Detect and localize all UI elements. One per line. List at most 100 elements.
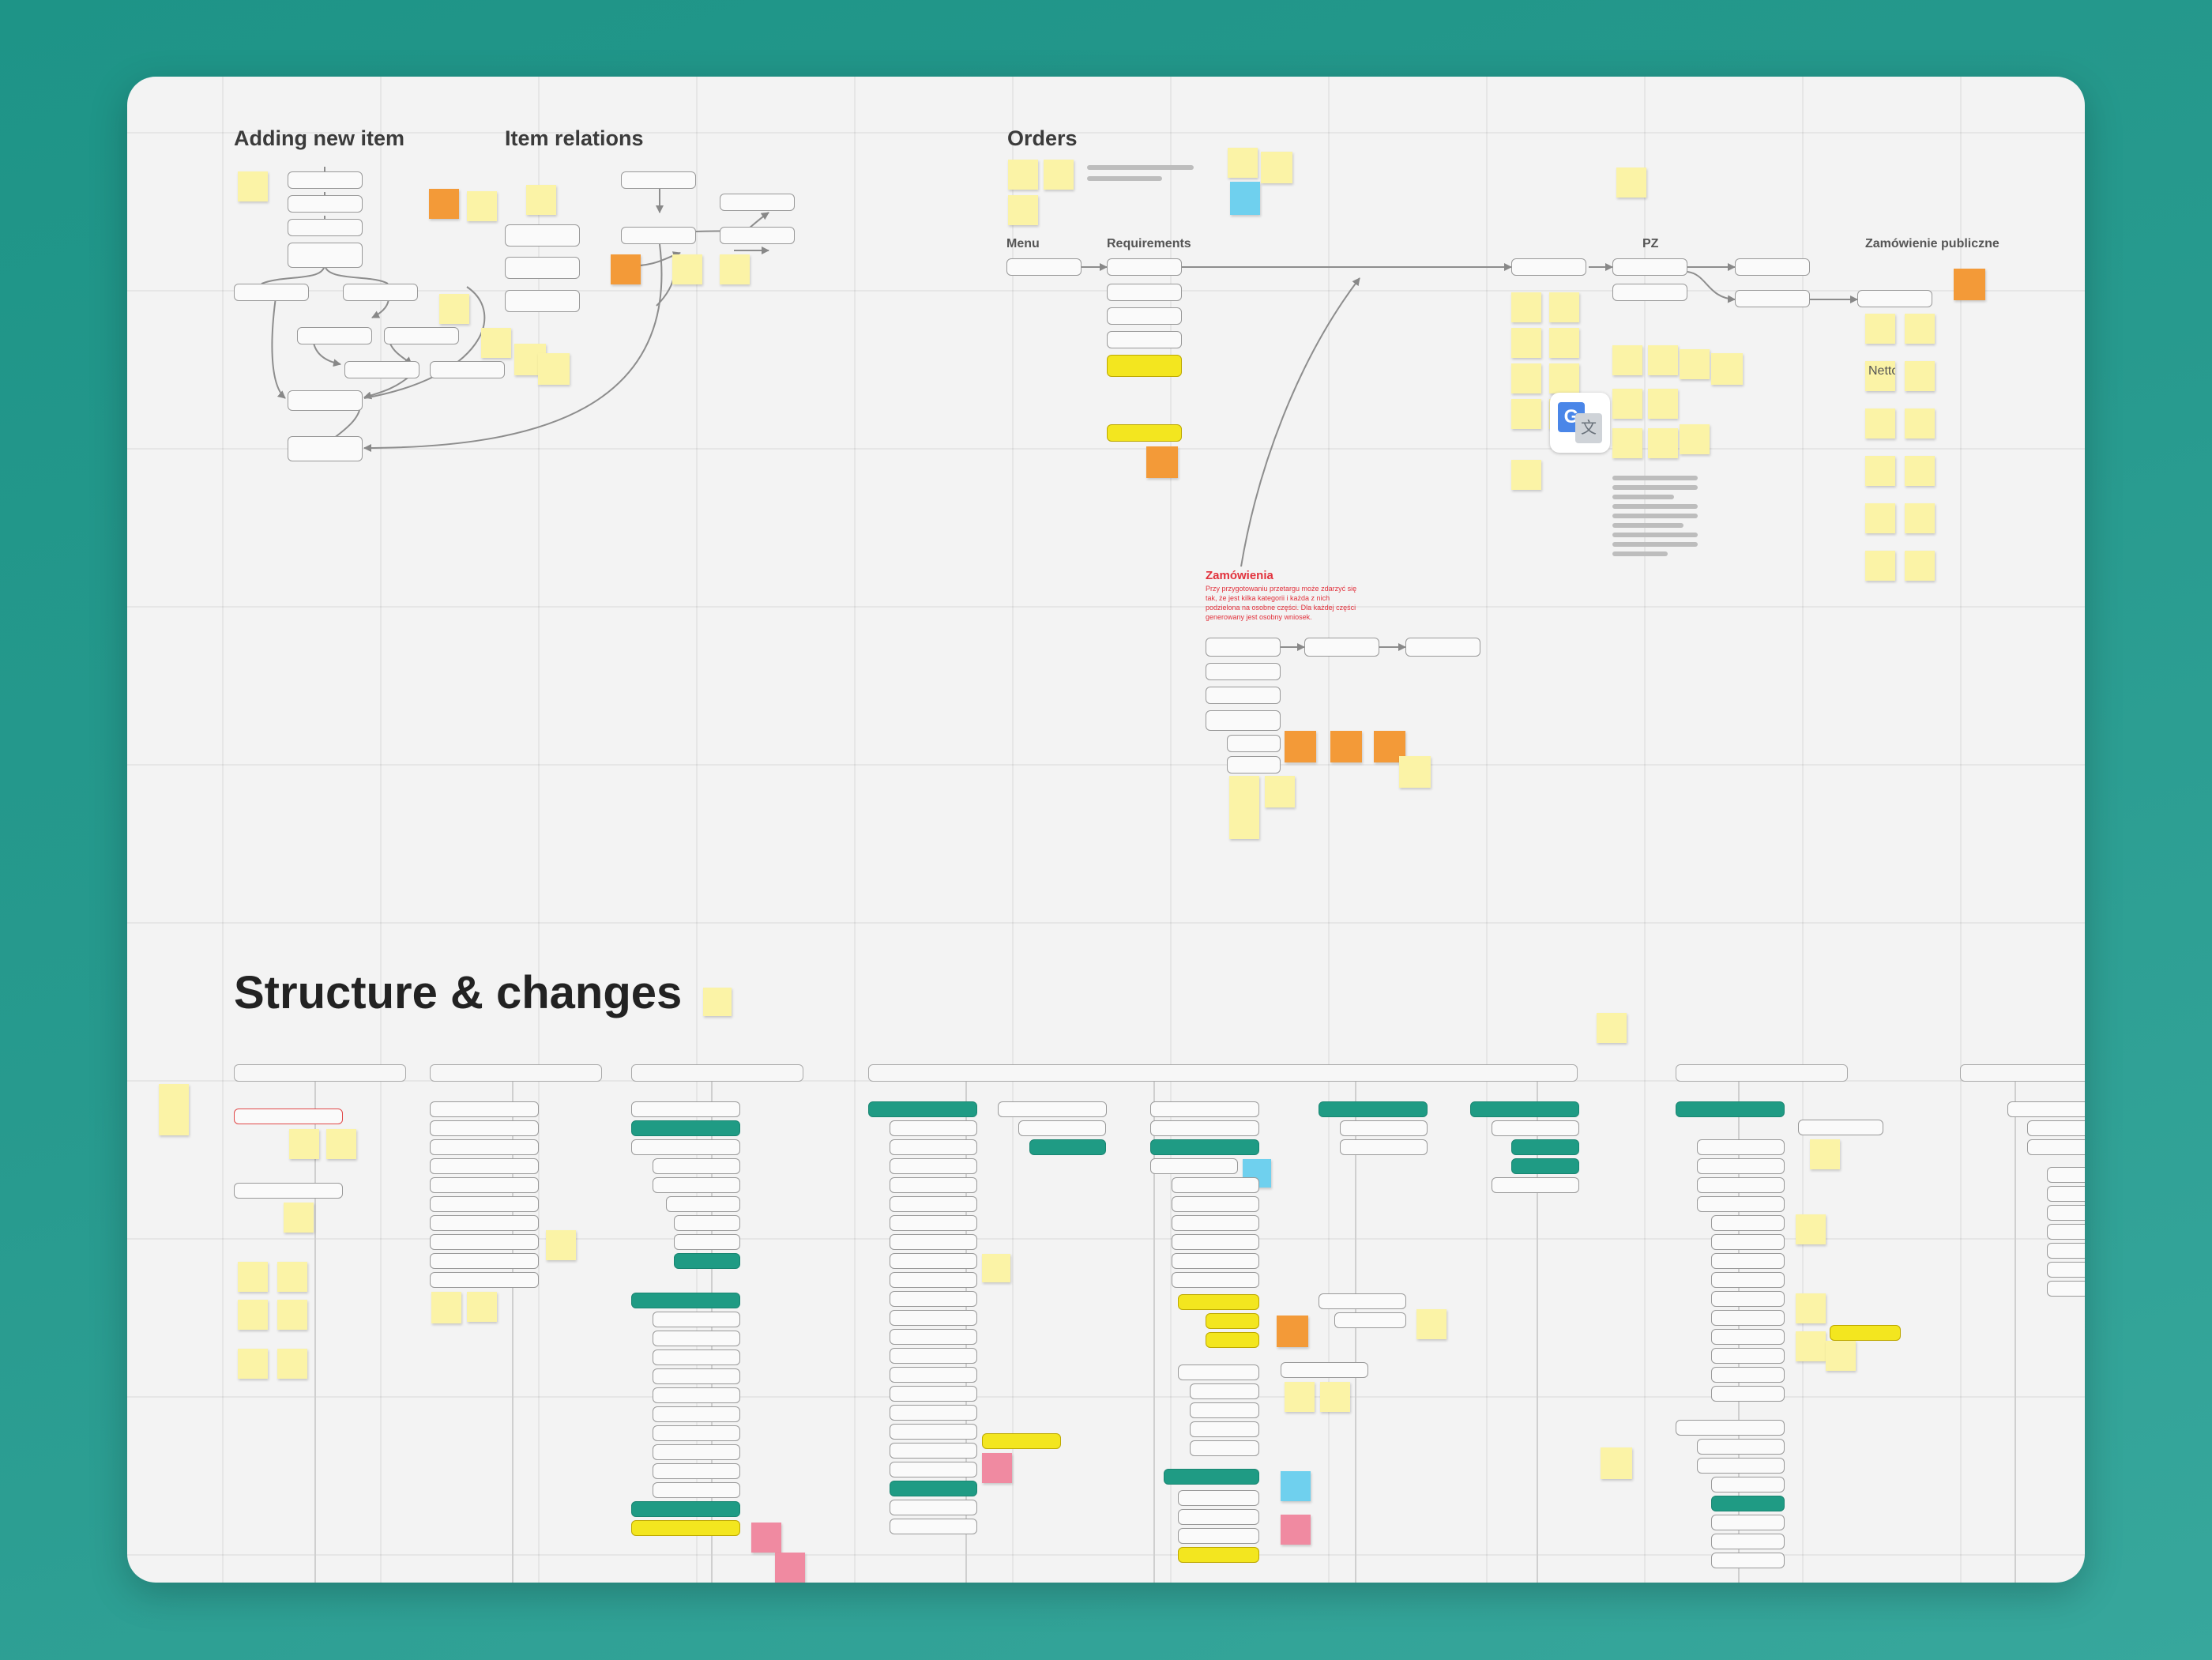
sticky-note[interactable] xyxy=(1330,731,1362,762)
structure-node[interactable] xyxy=(1711,1515,1785,1530)
sticky-note[interactable] xyxy=(467,191,497,221)
sticky-note[interactable] xyxy=(1285,1382,1315,1412)
structure-node[interactable] xyxy=(430,1253,539,1269)
structure-node[interactable] xyxy=(890,1367,977,1383)
structure-node[interactable] xyxy=(890,1196,977,1212)
structure-node[interactable] xyxy=(2047,1262,2085,1278)
sticky-note[interactable] xyxy=(1511,328,1541,358)
column-header[interactable] xyxy=(430,1064,602,1082)
flow-node[interactable] xyxy=(288,243,363,268)
sticky-note[interactable] xyxy=(546,1230,576,1260)
structure-node[interactable] xyxy=(653,1177,740,1193)
sticky-note[interactable] xyxy=(277,1349,307,1379)
sticky-note[interactable] xyxy=(1549,328,1579,358)
requirement-node-highlighted[interactable] xyxy=(1107,424,1182,442)
sticky-note[interactable] xyxy=(1281,1515,1311,1545)
sticky-note[interactable] xyxy=(238,1349,268,1379)
flow-node[interactable] xyxy=(288,436,363,461)
structure-node[interactable] xyxy=(1172,1177,1259,1193)
column-header[interactable] xyxy=(868,1064,1578,1082)
pz-node[interactable] xyxy=(1735,258,1810,276)
structure-node[interactable] xyxy=(1172,1215,1259,1231)
sticky-note[interactable] xyxy=(1865,314,1895,344)
pz-node[interactable] xyxy=(1511,258,1586,276)
requirement-node[interactable] xyxy=(1107,258,1182,276)
sticky-note[interactable] xyxy=(467,1292,497,1322)
sticky-note[interactable] xyxy=(1277,1316,1308,1347)
structure-node[interactable] xyxy=(1798,1120,1883,1135)
sticky-note[interactable] xyxy=(1008,195,1038,225)
sticky-note[interactable] xyxy=(1597,1013,1627,1043)
sticky-note[interactable] xyxy=(1711,353,1743,385)
sticky-note[interactable] xyxy=(1044,160,1074,190)
structure-node[interactable] xyxy=(1697,1139,1785,1155)
structure-node[interactable] xyxy=(890,1158,977,1174)
sticky-note[interactable] xyxy=(1265,776,1295,807)
relation-node[interactable] xyxy=(720,194,795,211)
structure-node-highlighted[interactable] xyxy=(631,1520,740,1536)
sticky-note[interactable] xyxy=(1228,148,1258,178)
sticky-note[interactable] xyxy=(775,1553,805,1583)
structure-node[interactable] xyxy=(653,1312,740,1327)
structure-node[interactable] xyxy=(430,1215,539,1231)
structure-node[interactable] xyxy=(1334,1312,1406,1328)
structure-node[interactable] xyxy=(430,1158,539,1174)
structure-node[interactable] xyxy=(666,1196,740,1212)
sticky-note[interactable] xyxy=(720,254,750,284)
structure-node[interactable] xyxy=(890,1348,977,1364)
sticky-note[interactable] xyxy=(1648,345,1678,375)
relation-node[interactable] xyxy=(621,171,696,189)
structure-node[interactable] xyxy=(1697,1158,1785,1174)
structure-node[interactable] xyxy=(1711,1310,1785,1326)
structure-node[interactable] xyxy=(890,1291,977,1307)
structure-node[interactable] xyxy=(890,1386,977,1402)
structure-node[interactable] xyxy=(1697,1439,1785,1455)
relation-node[interactable] xyxy=(505,257,580,279)
flow-node[interactable] xyxy=(288,390,363,411)
sticky-note[interactable] xyxy=(1601,1447,1632,1479)
structure-node[interactable] xyxy=(2007,1101,2085,1117)
sticky-note[interactable] xyxy=(1865,408,1895,439)
structure-node[interactable] xyxy=(1281,1362,1368,1378)
sticky-note[interactable] xyxy=(1281,1471,1311,1501)
sticky-note[interactable] xyxy=(1320,1382,1350,1412)
sticky-note[interactable] xyxy=(1648,428,1678,458)
structure-node-highlighted[interactable] xyxy=(982,1433,1061,1449)
structure-node[interactable] xyxy=(653,1444,740,1460)
structure-node[interactable] xyxy=(1178,1490,1259,1506)
sticky-note[interactable] xyxy=(1865,551,1895,581)
structure-node[interactable] xyxy=(890,1139,977,1155)
flow-node[interactable] xyxy=(384,327,459,344)
sticky-note[interactable] xyxy=(1796,1331,1826,1361)
structure-node-group[interactable] xyxy=(1029,1139,1106,1155)
flow-node[interactable] xyxy=(344,361,419,378)
sticky-note[interactable] xyxy=(289,1129,319,1159)
structure-node[interactable] xyxy=(653,1158,740,1174)
structure-node-highlighted[interactable] xyxy=(1206,1313,1259,1329)
sticky-note[interactable] xyxy=(1905,503,1935,533)
structure-node[interactable] xyxy=(653,1482,740,1498)
sticky-note[interactable] xyxy=(1616,168,1646,198)
structure-node[interactable] xyxy=(430,1234,539,1250)
structure-node[interactable] xyxy=(2027,1139,2085,1155)
structure-node[interactable] xyxy=(1711,1272,1785,1288)
structure-node[interactable] xyxy=(1190,1402,1259,1418)
structure-node[interactable] xyxy=(890,1120,977,1136)
sticky-note[interactable] xyxy=(982,1453,1012,1483)
sticky-note[interactable] xyxy=(611,254,641,284)
structure-node-group[interactable] xyxy=(674,1253,740,1269)
sticky-note[interactable] xyxy=(1905,314,1935,344)
structure-node[interactable] xyxy=(2047,1243,2085,1259)
flow-node[interactable] xyxy=(288,195,363,213)
relation-node[interactable] xyxy=(505,224,580,247)
structure-node[interactable] xyxy=(1711,1234,1785,1250)
structure-node[interactable] xyxy=(1711,1329,1785,1345)
structure-node[interactable] xyxy=(890,1234,977,1250)
sticky-note[interactable] xyxy=(429,189,459,219)
structure-node[interactable] xyxy=(1697,1458,1785,1474)
structure-node-highlighted[interactable] xyxy=(1830,1325,1901,1341)
requirement-node[interactable] xyxy=(1107,331,1182,348)
structure-node[interactable] xyxy=(2047,1186,2085,1202)
structure-node[interactable] xyxy=(1150,1158,1238,1174)
structure-node[interactable] xyxy=(1190,1421,1259,1437)
